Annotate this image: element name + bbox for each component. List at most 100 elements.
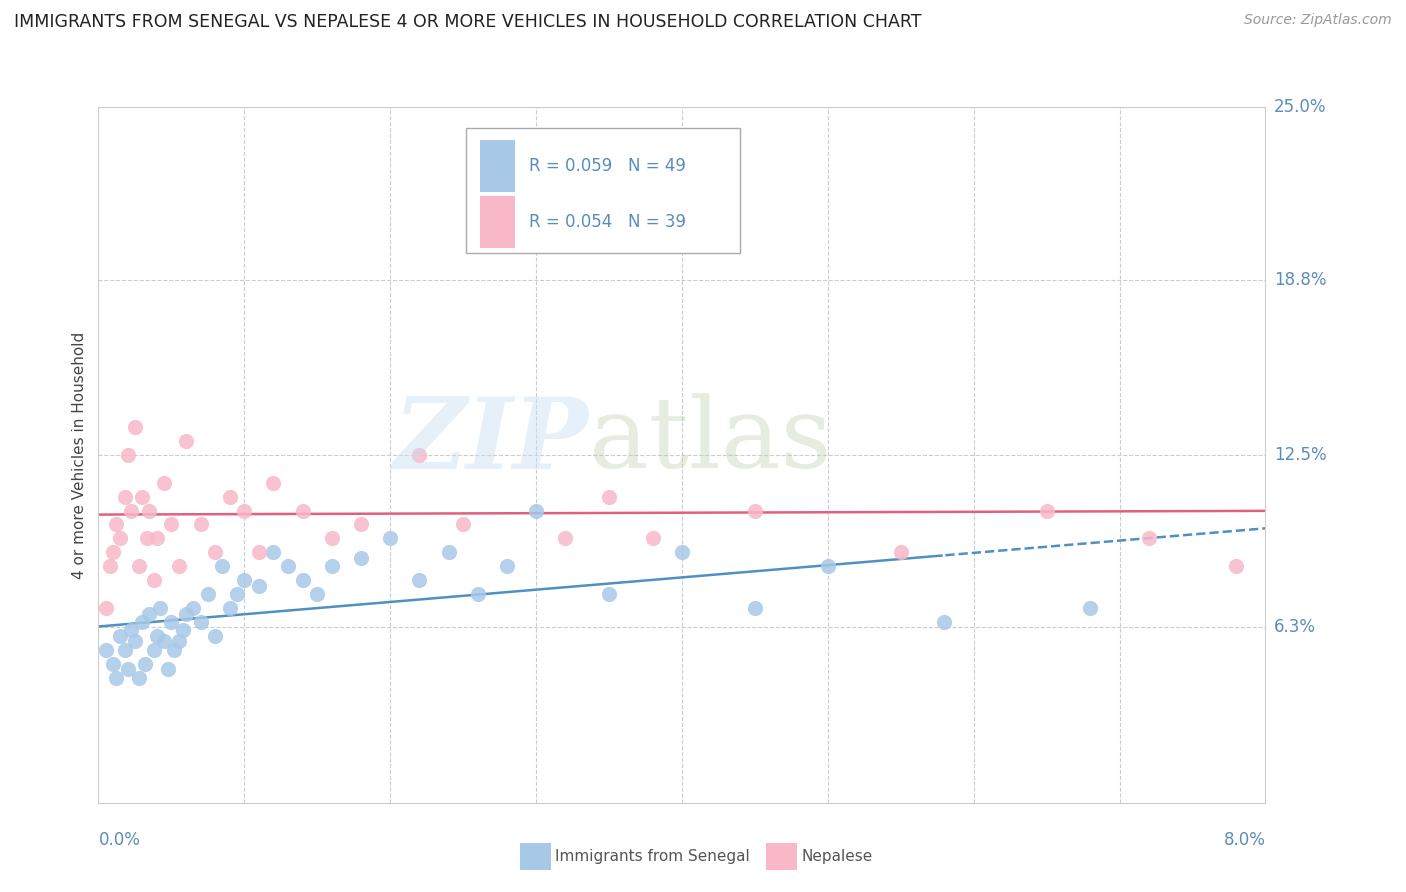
Point [190, 517, 212, 532]
Point [467, 587, 489, 601]
Text: IMMIGRANTS FROM SENEGAL VS NEPALESE 4 OR MORE VEHICLES IN HOUSEHOLD CORRELATION : IMMIGRANTS FROM SENEGAL VS NEPALESE 4 OR… [14, 13, 921, 31]
Point [172, 624, 194, 638]
Point [146, 629, 169, 643]
Point [226, 587, 249, 601]
Point [101, 545, 124, 559]
Point [134, 657, 156, 671]
Point [1137, 532, 1160, 546]
Point [157, 662, 180, 676]
Point [167, 559, 190, 574]
Point [131, 615, 153, 629]
Point [94, 601, 117, 615]
Point [817, 559, 839, 574]
Point [934, 615, 956, 629]
Point [98, 559, 121, 574]
Point [291, 573, 314, 587]
Point [204, 545, 226, 559]
Point [211, 559, 233, 574]
Point [890, 545, 912, 559]
Point [437, 545, 460, 559]
Point [598, 587, 620, 601]
Text: Immigrants from Senegal: Immigrants from Senegal [555, 849, 751, 863]
Text: 12.5%: 12.5% [1274, 446, 1326, 464]
Point [233, 503, 256, 517]
Point [378, 532, 402, 546]
Point [321, 532, 343, 546]
Point [277, 559, 299, 574]
Point [142, 573, 165, 587]
Point [1080, 601, 1102, 615]
FancyBboxPatch shape [465, 128, 741, 253]
Point [451, 517, 474, 532]
Point [218, 601, 240, 615]
Text: 0.0%: 0.0% [98, 830, 141, 848]
Point [104, 671, 127, 685]
Point [117, 448, 139, 462]
Point [120, 624, 142, 638]
Point [131, 490, 153, 504]
Point [124, 634, 146, 648]
Point [408, 448, 430, 462]
Text: 18.8%: 18.8% [1274, 270, 1326, 289]
Point [149, 601, 172, 615]
Text: 6.3%: 6.3% [1274, 618, 1316, 637]
Text: Source: ZipAtlas.com: Source: ZipAtlas.com [1244, 13, 1392, 28]
Point [114, 642, 136, 657]
Point [744, 601, 766, 615]
Text: atlas: atlas [589, 393, 831, 489]
Point [1225, 559, 1247, 574]
Text: 25.0%: 25.0% [1274, 98, 1326, 116]
Point [321, 559, 343, 574]
Point [138, 607, 160, 621]
Point [247, 545, 270, 559]
Point [408, 573, 430, 587]
Point [204, 629, 226, 643]
Text: 8.0%: 8.0% [1223, 830, 1265, 848]
Point [128, 671, 150, 685]
Point [153, 475, 176, 490]
Point [350, 517, 373, 532]
Point [146, 532, 169, 546]
Point [117, 662, 139, 676]
Point [291, 503, 314, 517]
Text: R = 0.054   N = 39: R = 0.054 N = 39 [529, 213, 686, 231]
Point [138, 503, 160, 517]
Point [114, 490, 136, 504]
Point [174, 434, 197, 448]
Point [197, 587, 219, 601]
Point [120, 503, 142, 517]
Point [307, 587, 329, 601]
Point [135, 532, 157, 546]
Point [524, 503, 547, 517]
Point [510, 184, 533, 198]
Point [554, 532, 576, 546]
Point [181, 601, 204, 615]
Point [167, 634, 190, 648]
Point [174, 607, 197, 621]
Text: Nepalese: Nepalese [801, 849, 873, 863]
Point [101, 657, 124, 671]
Bar [479, 195, 515, 248]
Point [104, 517, 127, 532]
Point [110, 532, 132, 546]
Point [262, 475, 284, 490]
Point [1035, 503, 1057, 517]
Point [153, 634, 176, 648]
Point [190, 615, 212, 629]
Y-axis label: 4 or more Vehicles in Household: 4 or more Vehicles in Household [72, 331, 87, 579]
Point [598, 490, 620, 504]
Point [110, 629, 132, 643]
Point [744, 503, 766, 517]
Point [160, 615, 183, 629]
Point [247, 579, 270, 593]
Point [160, 517, 183, 532]
Point [495, 559, 517, 574]
Point [262, 545, 284, 559]
Point [124, 420, 146, 434]
Point [350, 550, 373, 565]
Point [671, 545, 693, 559]
Point [641, 532, 664, 546]
Point [142, 642, 165, 657]
Text: ZIP: ZIP [394, 392, 589, 489]
Point [128, 559, 150, 574]
